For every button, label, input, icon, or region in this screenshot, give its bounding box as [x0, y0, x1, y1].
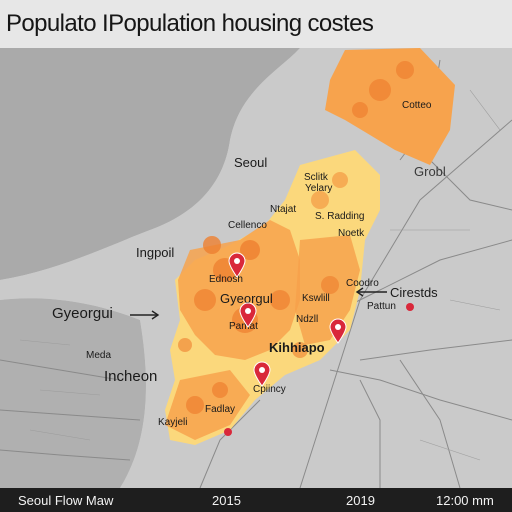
minor-roads [19, 89, 501, 461]
label-seoul: Seoul [234, 155, 268, 170]
label-gyeorgui: Gyeorgui [52, 305, 113, 322]
label-cellenco: Cellenco [228, 220, 267, 231]
label-coodro: Coodro [346, 278, 379, 289]
sea-area [0, 48, 300, 280]
footer-year-start: 2015 [212, 493, 241, 508]
sea-area-lower [0, 298, 146, 488]
label-noetk: Noetk [338, 228, 365, 239]
region-orange-mid [178, 220, 300, 360]
label-yelary: Yelary [305, 183, 333, 194]
label-ingpoil: Ingpoil [136, 245, 175, 260]
marker-dot-east[interactable] [406, 303, 414, 311]
footer-time: 12:00 mm [436, 493, 494, 508]
density-blobs [178, 61, 414, 414]
label-pamat: Pamat [229, 321, 258, 332]
footer-year-end: 2019 [346, 493, 375, 508]
label-s-radding: S. Radding [315, 211, 365, 222]
map-pin-icon[interactable] [253, 361, 271, 387]
region-north [325, 48, 455, 165]
label-fadlay: Fadlay [205, 404, 236, 415]
label-kswlill: Kswlill [302, 293, 330, 304]
label-kayjeli: Kayjeli [158, 417, 188, 428]
label-cirestds: Cirestds [390, 285, 438, 300]
label-ednosh: Ednosh [209, 274, 243, 285]
label-cotteo: Cotteo [402, 100, 432, 111]
label-incheon: Incheon [104, 368, 158, 385]
arrow-left-icon [130, 310, 160, 320]
map-pin-icon[interactable] [239, 302, 257, 328]
arrow-left-icon [355, 287, 387, 297]
label-ntajat: Ntajat [270, 204, 297, 215]
title-bar [0, 0, 512, 48]
label-sclitk: Sclitk [304, 172, 328, 183]
label-pattun: Pattun [367, 301, 396, 312]
region-orange-south [165, 370, 250, 440]
map-pin-icon[interactable] [329, 318, 347, 344]
footer-bar: Seoul Flow Maw 2015 2019 12:00 mm [0, 488, 512, 512]
map-title: Populato IPopulation housing costes [6, 10, 374, 37]
label-meda: Meda [86, 350, 112, 361]
label-cpiincy: Cpiincy [253, 384, 286, 395]
footer-map-name: Seoul Flow Maw [18, 493, 114, 508]
label-ndzll: Ndzll [296, 314, 319, 325]
label-gyeorgul: Gyeorgul [220, 291, 273, 306]
label-grobl: Grobl [414, 164, 446, 179]
label-kihhiapo: Kihhiapo [269, 340, 325, 355]
map-pin-icon[interactable] [228, 252, 246, 278]
marker-dot-south[interactable] [224, 428, 232, 436]
